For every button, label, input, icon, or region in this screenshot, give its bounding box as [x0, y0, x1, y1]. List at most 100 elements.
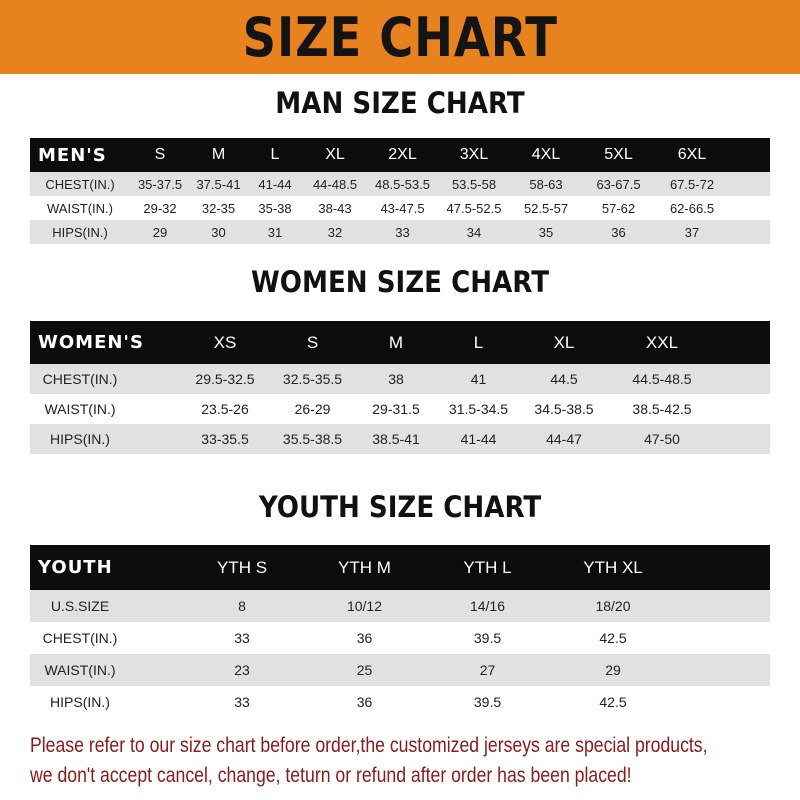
measurement-cell: 32-35 [201, 200, 236, 216]
measurement-cell: 44.5-48.5 [632, 371, 692, 387]
measurement-cell: 32.5-35.5 [282, 371, 343, 387]
measurement-cell: 25 [356, 662, 373, 678]
size-header: 5XL [604, 146, 633, 163]
measurement-cell: 35 [538, 224, 554, 240]
measurement-cell: 39.5 [473, 694, 502, 710]
row-label: CHEST(IN.) [45, 176, 115, 192]
size-header: S [306, 332, 319, 352]
measurement-cell: 29 [605, 662, 621, 678]
table-row: CHEST(IN.) 35-37.5 37.5-41 41-44 44-48.5 48.5… [30, 172, 770, 196]
measurement-cell: 23 [234, 662, 250, 678]
measurement-cell: 58-63 [529, 176, 563, 192]
size-header: 6XL [677, 146, 707, 163]
table-row: HIPS(IN.) 33 36 39.5 42.5 [30, 686, 770, 718]
measurement-cell: 34.5-38.5 [534, 401, 594, 417]
measurement-cell: 62-66.5 [669, 200, 715, 216]
measurement-cell: 31.5-34.5 [448, 401, 509, 417]
men-section-title: MAN SIZE CHART [275, 86, 525, 120]
table-row: WAIST(IN.) 23 25 27 29 [30, 654, 770, 686]
header-row: YOUTH YTH S YTH M YTH L YTH XL [30, 545, 770, 590]
men-size-table: MEN'S S M L XL 2XL 3XL 4XL 5XL 6XL CHEST(IN.) 35-37… [30, 138, 770, 244]
row-label: CHEST(IN.) [42, 371, 118, 387]
measurement-cell: 37 [684, 224, 700, 240]
measurement-cell: 52.5-57 [523, 200, 569, 216]
row-label: HIPS(IN.) [52, 224, 108, 240]
table-row: HIPS(IN.) 29 30 31 32 33 34 35 36 37 [30, 220, 770, 244]
measurement-cell: 38.5-41 [372, 431, 420, 447]
measurement-cell: 38-43 [318, 200, 352, 216]
measurement-cell: 67.5-72 [669, 176, 715, 192]
table-label: MEN'S [38, 144, 107, 166]
table-label: YOUTH [38, 557, 113, 578]
women-size-table: WOMEN'S XS S M L XL XXL CHEST(IN.) 29.5-32.5 32.5… [30, 321, 770, 454]
measurement-cell: 47-50 [644, 431, 680, 447]
row-label: WAIST(IN.) [44, 662, 116, 678]
measurement-cell: 36 [611, 224, 626, 240]
size-header: M [211, 146, 226, 163]
measurement-cell: 30 [211, 224, 226, 240]
size-header: L [270, 146, 280, 163]
measurement-cell: 34 [466, 224, 482, 240]
table-row: HIPS(IN.) 33-35.5 35.5-38.5 38.5-41 41-44 44-… [30, 424, 770, 454]
measurement-cell: 41-44 [258, 176, 292, 192]
measurement-cell: 43-47.5 [380, 200, 425, 216]
measurement-cell: 26-29 [294, 401, 331, 417]
measurement-cell: 37.5-41 [196, 176, 241, 192]
size-header: XL [325, 146, 345, 163]
measurement-cell: 29.5-32.5 [195, 371, 255, 387]
measurement-cell: 35-38 [258, 200, 292, 216]
measurement-cell: 53.5-58 [451, 176, 497, 192]
measurement-cell: 35-37.5 [137, 176, 183, 192]
size-header: L [473, 332, 484, 352]
row-label: WAIST(IN.) [44, 401, 116, 417]
size-header: YTH M [338, 557, 391, 577]
measurement-cell: 36 [356, 630, 373, 646]
measurement-cell: 33 [234, 630, 250, 646]
measurement-cell: 27 [479, 662, 496, 678]
table-label: WOMEN'S [38, 332, 144, 353]
measurement-cell: 18/20 [595, 598, 631, 614]
measurement-cell: 33-35.5 [201, 431, 249, 447]
measurement-cell: 63-67.5 [596, 176, 641, 192]
measurement-cell: 14/16 [469, 598, 506, 614]
youth-size-table: YOUTH YTH S YTH M YTH L YTH XL U.S.SIZE 8 10/12… [30, 545, 770, 718]
measurement-cell: 8 [238, 598, 246, 614]
women-section-title: WOMEN SIZE CHART [251, 265, 549, 299]
measurement-cell: 41-44 [460, 431, 497, 447]
measurement-cell: 44.5 [550, 371, 578, 387]
table-row: WAIST(IN.) 23.5-26 26-29 29-31.5 31.5-34.5 34… [30, 394, 770, 424]
measurement-cell: 38 [388, 371, 404, 387]
measurement-cell: 39.5 [473, 630, 502, 646]
size-header: XS [213, 332, 237, 352]
measurement-cell: 32 [327, 224, 343, 240]
measurement-cell: 23.5-26 [201, 401, 249, 417]
measurement-cell: 33 [395, 224, 410, 240]
header-row: MEN'S S M L XL 2XL 3XL 4XL 5XL 6XL [30, 138, 770, 172]
size-header: XL [553, 332, 575, 352]
row-label: U.S.SIZE [50, 598, 110, 614]
measurement-cell: 44-47 [546, 431, 582, 447]
measurement-cell: 42.5 [599, 694, 627, 710]
size-chart-banner: SIZE CHART [0, 0, 800, 74]
table-row: U.S.SIZE 8 10/12 14/16 18/20 [30, 590, 770, 622]
measurement-cell: 57-62 [601, 200, 636, 216]
size-header: XXL [645, 332, 679, 352]
measurement-cell: 36 [356, 694, 373, 710]
size-header: YTH L [463, 557, 512, 577]
measurement-cell: 48.5-53.5 [375, 176, 430, 192]
row-label: HIPS(IN.) [50, 694, 110, 710]
youth-section-title: YOUTH SIZE CHART [258, 490, 542, 524]
size-header: 3XL [459, 146, 489, 163]
measurement-cell: 38.5-42.5 [632, 401, 692, 417]
size-header: M [388, 332, 404, 352]
header-row: WOMEN'S XS S M L XL XXL [30, 321, 770, 364]
size-header: S [154, 146, 166, 163]
measurement-cell: 31 [267, 224, 283, 240]
row-label: WAIST(IN.) [47, 200, 113, 216]
measurement-cell: 42.5 [599, 630, 627, 646]
order-notice-line-2: we don't accept cancel, change, teturn o… [30, 764, 632, 787]
size-header: 4XL [531, 146, 561, 163]
measurement-cell: 44-48.5 [312, 176, 358, 192]
measurement-cell: 10/12 [346, 598, 383, 614]
table-row: WAIST(IN.) 29-32 32-35 35-38 38-43 43-47.5 47.… [30, 196, 770, 220]
